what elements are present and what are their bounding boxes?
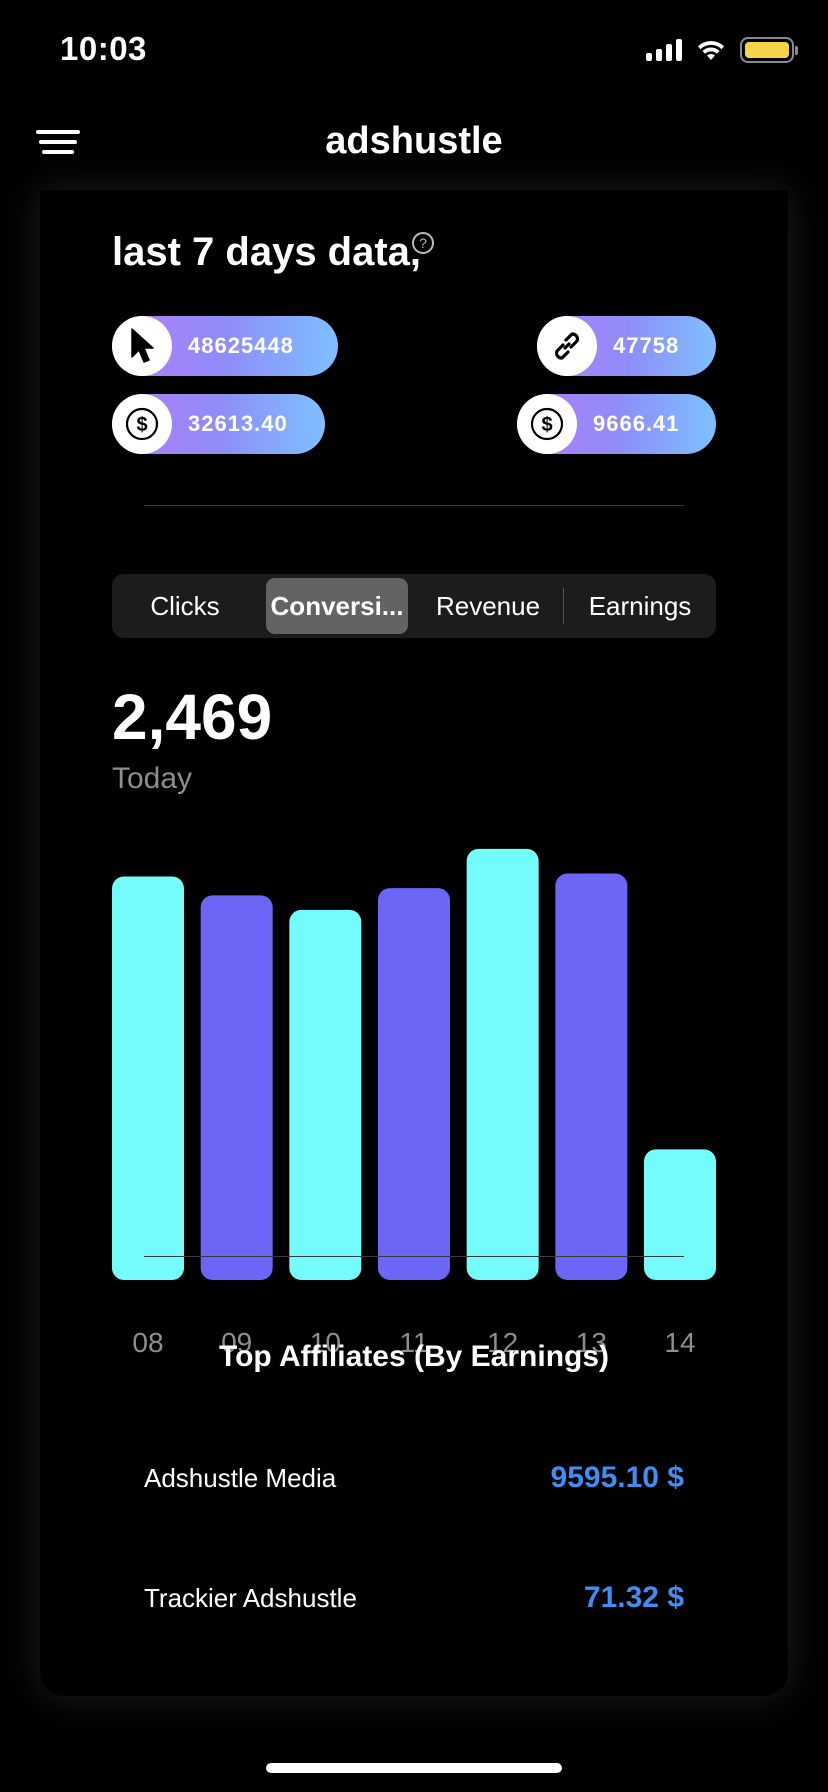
wifi-icon: [698, 40, 724, 60]
battery-icon: [740, 37, 798, 63]
status-bar: 10:03: [0, 0, 828, 100]
chart-bar: [289, 909, 362, 1280]
links-value: 47758: [613, 333, 680, 358]
summary-title: last 7 days data,: [112, 230, 422, 274]
clicks-value: 48625448: [188, 333, 294, 358]
chart-bar: [378, 888, 450, 1280]
x-tick-label: 13: [576, 1327, 607, 1358]
tab-earnings[interactable]: Earnings: [588, 590, 692, 621]
metric-segmented-control: Clicks Conversi... Revenue Earnings: [112, 574, 716, 638]
x-tick-label: 14: [664, 1327, 695, 1358]
cursor-icon: [112, 316, 172, 376]
chart-bar: [200, 895, 273, 1280]
metric-label: Today: [112, 762, 193, 795]
cellular-signal-icon: [646, 39, 682, 61]
chart-bar: [555, 873, 628, 1280]
svg-text:$: $: [541, 414, 552, 436]
x-tick-label: 11: [399, 1327, 428, 1358]
app-title: adshustle: [325, 120, 503, 162]
x-tick-label: 12: [487, 1327, 518, 1358]
chart-bar: [112, 876, 184, 1280]
affiliate-row[interactable]: Adshustle Media 9595.10 $: [144, 1456, 684, 1500]
affiliate-amount: 71.32 $: [583, 1581, 684, 1614]
links-stat-pill: 47758: [537, 316, 716, 376]
status-time: 10:03: [60, 30, 147, 67]
chart-bar: [644, 1149, 716, 1280]
affiliate-name: Adshustle Media: [144, 1462, 337, 1493]
segment-separator: [563, 588, 564, 624]
divider: [144, 1256, 684, 1257]
clicks-stat-pill: 48625448: [112, 316, 338, 376]
link-icon: [537, 316, 597, 376]
dollar-icon: $: [112, 394, 172, 454]
earnings-value: 9666.41: [593, 411, 680, 436]
divider: [144, 505, 684, 506]
tab-conversions[interactable]: Conversi...: [266, 578, 408, 634]
home-indicator[interactable]: [266, 1763, 562, 1773]
help-circle-icon[interactable]: ?: [412, 232, 434, 254]
affiliates-title: Top Affiliates (By Earnings): [218, 1340, 610, 1373]
tab-clicks[interactable]: Clicks: [150, 590, 220, 621]
status-icons: [646, 36, 798, 64]
nav-bar: adshustle: [0, 100, 828, 190]
affiliate-name: Trackier Adshustle: [144, 1582, 357, 1613]
conversions-bar-chart: 08 09 10 11 12 13 14: [112, 848, 716, 1358]
dashboard-card: last 7 days data, ? 48625448 47758: [40, 190, 788, 1696]
tab-revenue[interactable]: Revenue: [435, 590, 541, 621]
svg-text:$: $: [136, 414, 147, 436]
x-tick-label: 08: [132, 1327, 163, 1358]
hamburger-menu-icon[interactable]: [36, 130, 80, 162]
metric-value: 2,469: [112, 681, 273, 753]
earnings-stat-pill: $ 9666.41: [517, 394, 716, 454]
revenue-stat-pill: $ 32613.40: [112, 394, 325, 454]
revenue-value: 32613.40: [188, 411, 288, 436]
affiliate-amount: 9595.10 $: [550, 1461, 684, 1494]
x-tick-label: 10: [310, 1327, 341, 1358]
x-tick-label: 09: [221, 1327, 252, 1358]
affiliate-row[interactable]: Trackier Adshustle 71.32 $: [144, 1576, 684, 1620]
dollar-icon: $: [517, 394, 577, 454]
chart-bar: [466, 848, 539, 1280]
